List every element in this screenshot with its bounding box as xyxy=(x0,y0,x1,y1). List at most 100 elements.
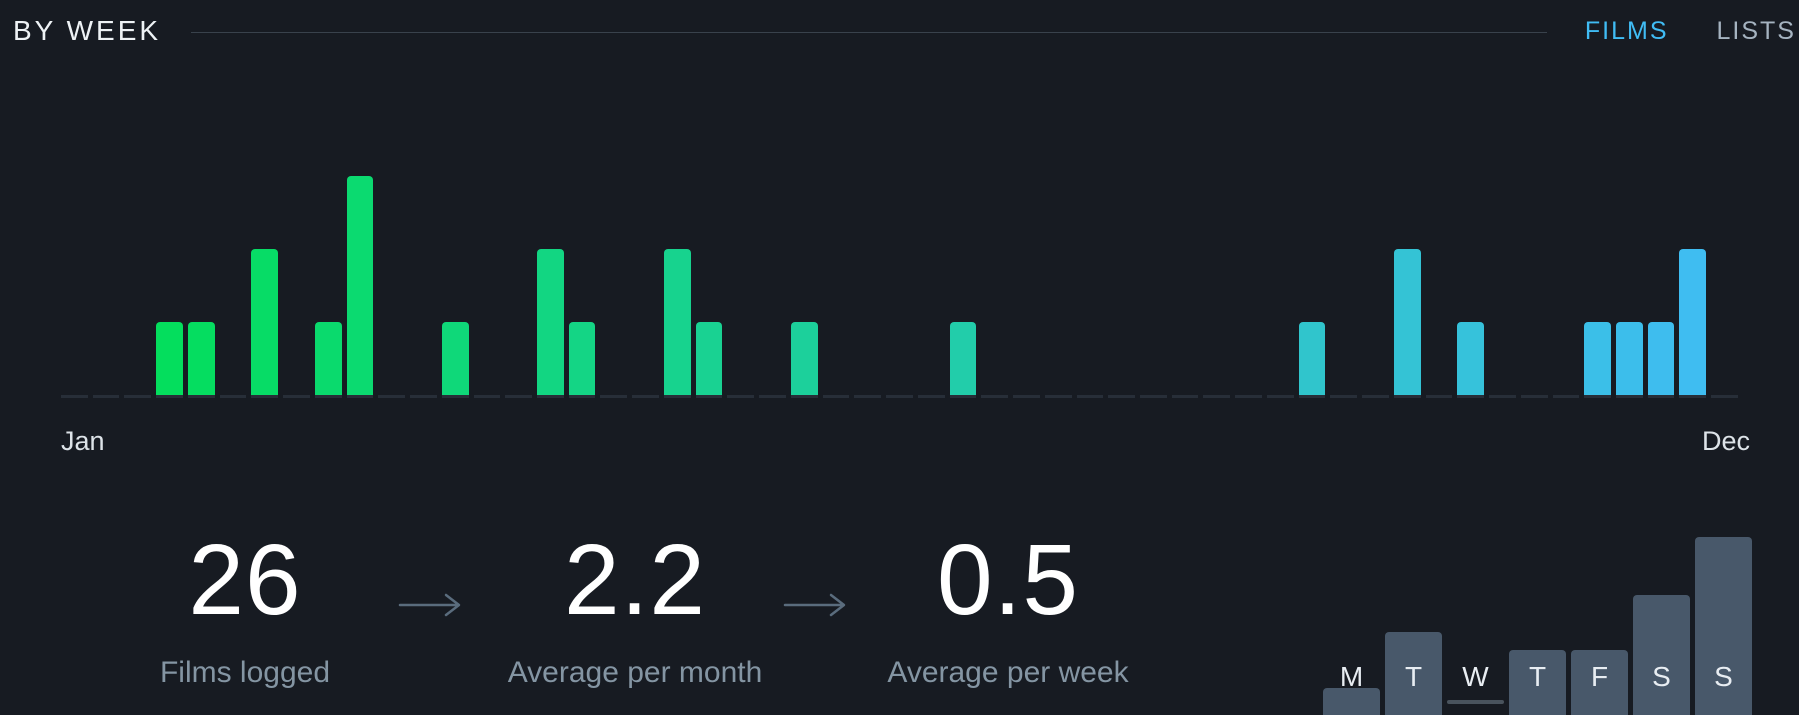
week-slot xyxy=(283,395,315,398)
week-slot xyxy=(790,322,823,398)
day-label: W xyxy=(1462,661,1489,692)
week-slot xyxy=(1489,395,1521,398)
week-tick xyxy=(1393,395,1421,398)
week-tick xyxy=(759,395,786,398)
week-tick xyxy=(473,395,501,398)
week-bar[interactable] xyxy=(251,249,279,395)
week-slot xyxy=(1076,395,1109,398)
week-bar[interactable] xyxy=(1647,322,1675,395)
day-label: F xyxy=(1590,661,1609,692)
week-bar[interactable] xyxy=(1615,322,1643,395)
week-slot xyxy=(187,322,220,398)
week-tick xyxy=(886,395,913,398)
section-header: BY WEEK FILMS LISTS xyxy=(0,0,1799,48)
x-axis-end-label: Dec xyxy=(1701,426,1750,456)
stat-value: 26 xyxy=(188,524,302,636)
week-tick xyxy=(1044,395,1072,398)
weekly-chart xyxy=(61,108,1743,398)
week-tick xyxy=(1203,395,1231,398)
week-slot xyxy=(378,395,410,398)
x-axis-labels: Jan Dec xyxy=(61,426,1750,457)
week-bar[interactable] xyxy=(790,322,818,395)
day-bar xyxy=(1447,700,1504,704)
week-tick xyxy=(1457,395,1485,398)
week-bar[interactable] xyxy=(568,322,596,395)
stat-films-logged: 26 Films logged xyxy=(95,530,395,690)
week-tick xyxy=(1584,395,1611,398)
week-slot xyxy=(251,249,283,398)
week-bar[interactable] xyxy=(1679,249,1707,395)
week-tick xyxy=(1362,395,1389,398)
stat-label: Average per month xyxy=(507,656,763,689)
week-bar[interactable] xyxy=(441,322,469,395)
tab-lists[interactable]: LISTS xyxy=(1716,16,1796,45)
day-label: S xyxy=(1652,661,1671,692)
week-slot xyxy=(854,395,886,398)
x-axis-start-label: Jan xyxy=(61,426,105,456)
week-tick xyxy=(949,395,977,398)
week-slot xyxy=(949,322,982,398)
day-of-week-chart xyxy=(1323,537,1752,715)
week-slot xyxy=(314,322,347,398)
week-slot xyxy=(1108,395,1140,398)
week-slot xyxy=(61,395,93,398)
week-slot xyxy=(759,395,791,398)
week-tick xyxy=(1425,395,1453,398)
week-tick xyxy=(283,395,310,398)
week-slot xyxy=(441,322,474,398)
week-tick xyxy=(1013,395,1040,398)
stat-label: Average per week xyxy=(887,656,1129,689)
week-slot xyxy=(1425,395,1458,398)
stat-value: 0.5 xyxy=(936,524,1079,636)
week-tick xyxy=(1139,395,1167,398)
week-bar[interactable] xyxy=(663,249,691,395)
week-slot xyxy=(568,322,601,398)
right-arrow-icon xyxy=(398,593,461,617)
day-bar xyxy=(1695,537,1752,715)
week-tick xyxy=(568,395,596,398)
week-tick xyxy=(505,395,533,398)
week-slot xyxy=(632,395,664,398)
week-tick xyxy=(378,395,406,398)
week-bar[interactable] xyxy=(346,176,374,395)
week-slot xyxy=(1711,395,1743,398)
week-bar[interactable] xyxy=(1457,322,1485,395)
day-label: T xyxy=(1528,661,1547,692)
week-bar[interactable] xyxy=(537,249,564,395)
week-slot xyxy=(219,395,252,398)
week-slot xyxy=(1457,322,1489,398)
week-tick xyxy=(854,395,882,398)
day-bar xyxy=(1571,650,1628,715)
day-bar xyxy=(1633,595,1690,715)
stat-average-per-month: 2.2 Average per month xyxy=(485,530,785,690)
week-tick xyxy=(61,395,88,398)
week-bar[interactable] xyxy=(1298,322,1326,395)
week-tick xyxy=(1647,395,1675,398)
week-bar[interactable] xyxy=(949,322,977,395)
week-tick xyxy=(410,395,437,398)
week-tick xyxy=(187,395,215,398)
week-slot xyxy=(1235,395,1267,398)
week-slot xyxy=(346,176,379,398)
week-slot xyxy=(505,395,537,398)
week-slot xyxy=(1679,249,1711,398)
week-tick xyxy=(1520,395,1548,398)
week-slot xyxy=(663,249,696,398)
week-bar[interactable] xyxy=(695,322,723,395)
week-tick xyxy=(1489,395,1516,398)
week-tick xyxy=(219,395,247,398)
week-slot xyxy=(1615,322,1648,398)
week-bar[interactable] xyxy=(187,322,215,395)
week-tick xyxy=(537,395,564,398)
week-bar[interactable] xyxy=(156,322,183,395)
week-bar[interactable] xyxy=(1584,322,1611,395)
week-bar[interactable] xyxy=(1393,249,1421,395)
week-slot xyxy=(1330,395,1362,398)
tab-films[interactable]: FILMS xyxy=(1584,16,1669,45)
week-bar[interactable] xyxy=(314,322,342,395)
week-tick xyxy=(124,395,152,398)
chart-tabs: FILMS LISTS xyxy=(1585,17,1799,46)
week-tick xyxy=(1552,395,1580,398)
week-tick xyxy=(156,395,183,398)
